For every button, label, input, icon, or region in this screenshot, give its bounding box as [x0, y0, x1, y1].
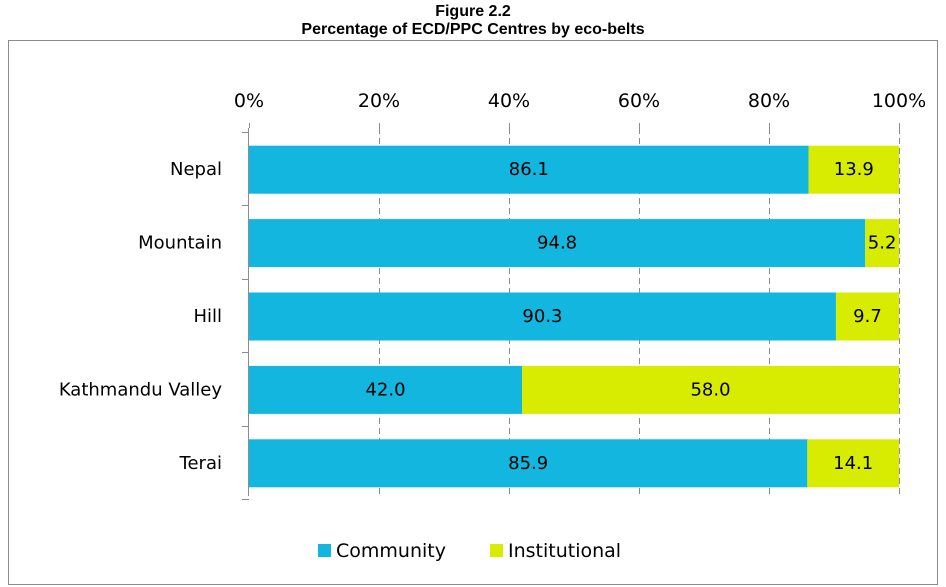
legend-label: Institutional [508, 540, 621, 562]
bar-community [249, 292, 836, 341]
category-label: Terai [179, 453, 222, 474]
data-label: 86.1 [509, 159, 549, 180]
data-label: 90.3 [522, 306, 562, 327]
x-tick-label: 100% [872, 90, 926, 112]
x-tick-label: 40% [488, 90, 530, 112]
figure-heading: Figure 2.2 Percentage of ECD/PPC Centres… [0, 3, 946, 39]
bar-institutional [865, 219, 899, 268]
bar-community [249, 145, 809, 194]
data-label: 42.0 [365, 379, 405, 400]
data-label: 5.2 [868, 233, 897, 254]
category-label: Hill [193, 306, 222, 327]
figure-title: Percentage of ECD/PPC Centres by eco-bel… [301, 21, 645, 38]
x-tick-label: 20% [358, 90, 400, 112]
data-label: 14.1 [833, 453, 873, 474]
bar-community [249, 365, 522, 414]
x-tick-label: 80% [748, 90, 790, 112]
bar-community [249, 439, 808, 488]
value-axis: 0% 20% 40% 60% 80% 100% [234, 90, 926, 128]
bar-institutional [835, 292, 899, 341]
data-label: 13.9 [834, 159, 874, 180]
legend: Community Institutional [318, 540, 621, 562]
category-axis: Nepal Mountain Hill Kathmandu Valley Terai [59, 128, 249, 500]
legend-swatch-community [318, 544, 331, 557]
bars: 86.1 13.9 94.8 5.2 90.3 9.7 42.0 58.0 85.9 14.1 [249, 145, 899, 488]
legend-label: Community [336, 540, 446, 562]
bar-community [249, 219, 866, 268]
x-tick-label: 60% [618, 90, 660, 112]
data-label: 9.7 [853, 306, 882, 327]
category-label: Nepal [170, 159, 222, 180]
bar-institutional [522, 365, 899, 414]
legend-swatch-institutional [490, 544, 503, 557]
category-label: Mountain [138, 233, 222, 254]
bar-institutional [808, 145, 899, 194]
bar-institutional [807, 439, 899, 488]
data-label: 85.9 [508, 453, 548, 474]
figure-number: Figure 2.2 [435, 3, 511, 20]
x-tick-label: 0% [234, 90, 264, 112]
category-label: Kathmandu Valley [59, 379, 223, 400]
data-label: 94.8 [537, 233, 577, 254]
data-label: 58.0 [690, 379, 730, 400]
